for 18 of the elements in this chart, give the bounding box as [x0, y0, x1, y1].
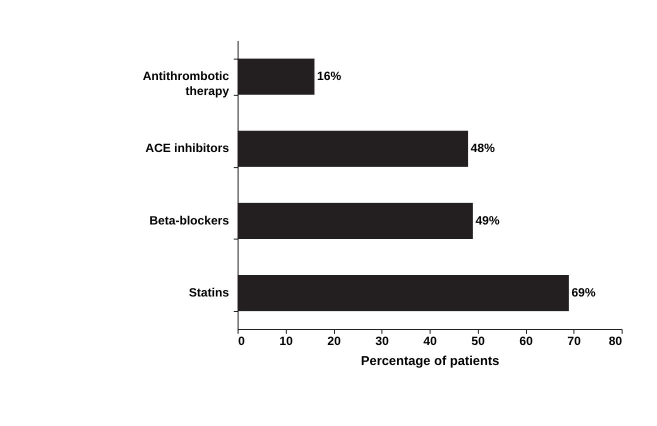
x-tick-label: 50 — [471, 334, 486, 348]
data-label: 49% — [475, 213, 500, 228]
x-tick-label: 20 — [327, 334, 342, 348]
x-tick-label: 40 — [423, 334, 438, 348]
x-tick-label: 70 — [567, 334, 582, 348]
y-tick-label: Antithrombotic therapy — [142, 69, 230, 98]
x-axis-title: Percentage of patients — [360, 352, 500, 368]
data-label: 16% — [317, 69, 342, 84]
y-tick-label: Statins — [188, 285, 230, 300]
data-label: 69% — [571, 285, 596, 300]
data-label: 48% — [470, 141, 496, 156]
x-tick-label: 10 — [279, 334, 294, 348]
x-tick-label: 0 — [238, 334, 246, 348]
x-tick-label: 60 — [519, 334, 534, 348]
y-tick-label: Beta-blockers — [149, 213, 230, 228]
x-tick-label: 30 — [375, 334, 390, 348]
y-tick-label: ACE inhibitors — [145, 141, 230, 156]
x-tick-label: 80 — [608, 334, 622, 348]
